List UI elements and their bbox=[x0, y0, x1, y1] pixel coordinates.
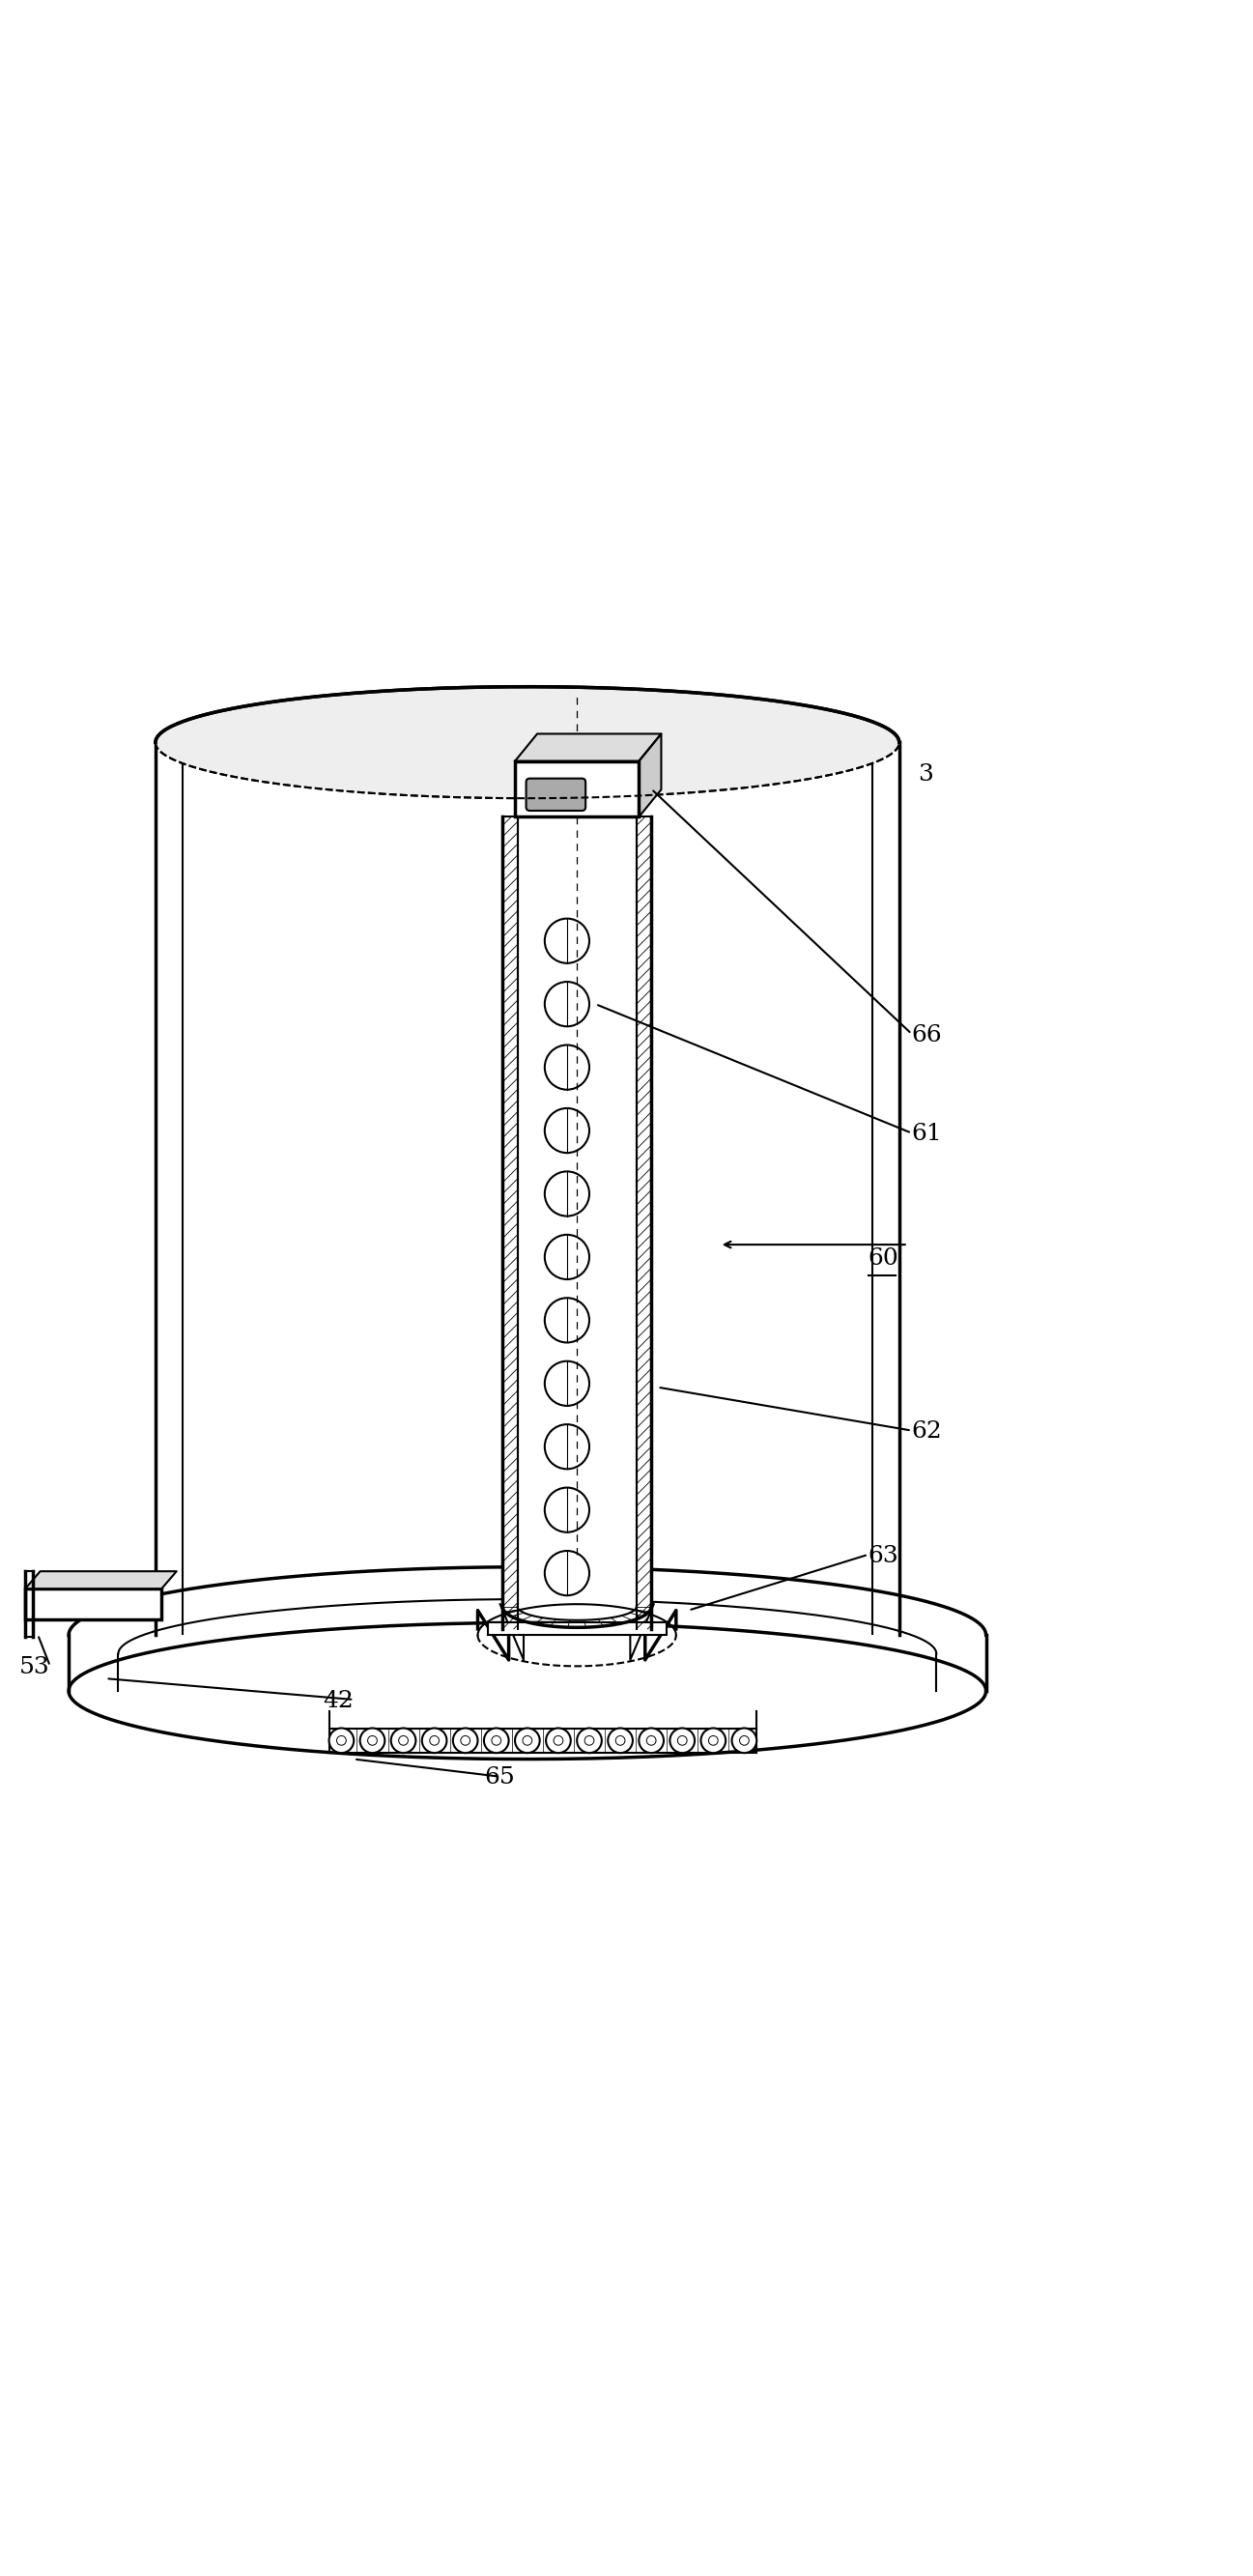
Circle shape bbox=[515, 1728, 540, 1752]
Bar bbox=[502, 817, 517, 1628]
Circle shape bbox=[670, 1728, 694, 1752]
Polygon shape bbox=[155, 688, 900, 799]
Circle shape bbox=[422, 1728, 447, 1752]
Polygon shape bbox=[517, 1607, 637, 1620]
FancyBboxPatch shape bbox=[526, 778, 585, 811]
Circle shape bbox=[546, 1728, 570, 1752]
Polygon shape bbox=[515, 734, 662, 760]
Bar bbox=[487, 1623, 667, 1636]
Text: 42: 42 bbox=[323, 1690, 353, 1713]
Polygon shape bbox=[639, 734, 662, 817]
Circle shape bbox=[330, 1728, 353, 1752]
Polygon shape bbox=[25, 1571, 177, 1589]
Bar bbox=[637, 817, 652, 1628]
Bar bbox=[69, 1636, 986, 1690]
Text: 65: 65 bbox=[484, 1767, 515, 1788]
Circle shape bbox=[608, 1728, 633, 1752]
Circle shape bbox=[732, 1728, 757, 1752]
Circle shape bbox=[700, 1728, 725, 1752]
Text: 3: 3 bbox=[917, 762, 933, 786]
Bar bbox=[25, 1589, 162, 1620]
Circle shape bbox=[639, 1728, 664, 1752]
Circle shape bbox=[391, 1728, 416, 1752]
Bar bbox=[517, 817, 637, 1628]
Text: 62: 62 bbox=[912, 1422, 942, 1443]
Circle shape bbox=[452, 1728, 477, 1752]
Text: 53: 53 bbox=[19, 1656, 50, 1680]
Bar bbox=[515, 760, 639, 817]
Circle shape bbox=[360, 1728, 385, 1752]
Polygon shape bbox=[477, 1610, 677, 1659]
Text: 61: 61 bbox=[912, 1123, 942, 1146]
Text: 63: 63 bbox=[868, 1546, 898, 1566]
Circle shape bbox=[484, 1728, 509, 1752]
Text: 66: 66 bbox=[912, 1025, 942, 1046]
Text: 60: 60 bbox=[868, 1247, 898, 1270]
Bar bbox=[155, 742, 900, 1636]
Circle shape bbox=[576, 1728, 601, 1752]
